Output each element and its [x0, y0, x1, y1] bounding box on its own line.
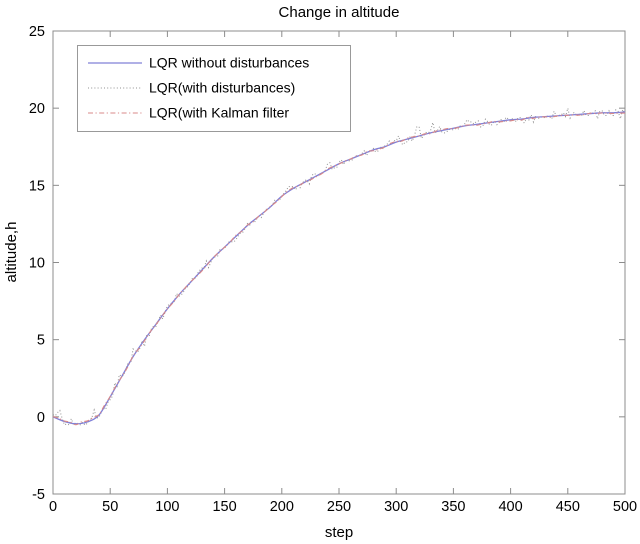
x-tick-label: 250 [327, 499, 351, 515]
x-tick-label: 200 [270, 499, 294, 515]
legend-label: LQR(with Kalman filter [149, 105, 289, 121]
y-tick-label: 5 [37, 333, 45, 349]
series-lqr-with-disturbances [53, 108, 625, 426]
y-tick-label: 25 [29, 24, 45, 40]
x-axis-label: step [325, 524, 353, 541]
legend: LQR without disturbances LQR(with distur… [77, 45, 351, 132]
y-tick-label: 0 [37, 410, 45, 426]
x-tick-label: 50 [102, 499, 118, 515]
axis-ticks [52, 30, 626, 495]
legend-box [77, 45, 351, 132]
x-tick-label: 450 [556, 499, 580, 515]
series-lqr-kalman-filter [53, 112, 625, 426]
y-tick-labels: -5 0 5 10 15 20 25 [29, 24, 45, 503]
chart-title: Change in altitude [279, 4, 400, 21]
x-tick-label: 150 [212, 499, 236, 515]
series-lqr-without-disturbances [53, 111, 625, 425]
plot-area: 0 50 100 150 200 250 300 350 400 450 500 -50510152… [29, 24, 637, 515]
legend-item-lqr-kalman-filter: LQR(with Kalman filter [88, 105, 289, 121]
y-tick-label: 10 [29, 256, 45, 272]
x-tick-label: 400 [498, 499, 522, 515]
y-tick-label: 15 [29, 178, 45, 194]
x-tick-label: 350 [441, 499, 465, 515]
legend-item-lqr-with-disturbances: LQR(with disturbances) [88, 80, 295, 96]
legend-label: LQR(with disturbances) [149, 80, 295, 96]
x-tick-label: 300 [384, 499, 408, 515]
x-tick-label: 500 [613, 499, 637, 515]
y-tick-label: -5 [32, 487, 45, 503]
series-group [53, 108, 625, 426]
y-tick-label: 20 [29, 101, 45, 117]
legend-label: LQR without disturbances [149, 55, 309, 71]
y-axis-label: altitude,h [3, 222, 20, 283]
legend-item-lqr-without-disturbances: LQR without disturbances [88, 55, 309, 71]
x-tick-label: 0 [49, 499, 57, 515]
x-tick-labels: 0 50 100 150 200 250 300 350 400 450 500 [49, 499, 637, 515]
x-tick-label: 100 [155, 499, 179, 515]
